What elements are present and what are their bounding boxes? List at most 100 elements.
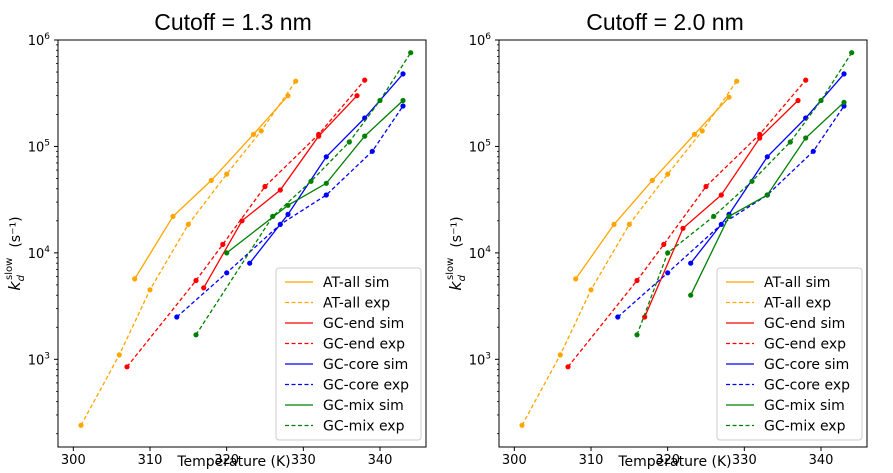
data-point-at-all-sim bbox=[726, 94, 732, 100]
x-tick-label: 300 bbox=[61, 453, 86, 468]
legend-label-at-all-exp: AT-all exp bbox=[323, 296, 390, 312]
data-point-at-all-exp bbox=[588, 287, 594, 293]
data-point-gc-end-sim bbox=[239, 218, 245, 224]
data-point-gc-core-exp bbox=[323, 192, 329, 198]
data-point-gc-core-exp bbox=[174, 314, 180, 320]
data-point-gc-mix-exp bbox=[408, 50, 414, 56]
data-point-gc-end-exp bbox=[193, 277, 199, 284]
legend-label-gc-end-sim: GC-end sim bbox=[323, 316, 404, 332]
x-tick-label: 310 bbox=[138, 453, 163, 468]
data-point-gc-core-sim bbox=[362, 115, 368, 121]
x-tick-label: 340 bbox=[809, 453, 834, 468]
data-point-gc-core-exp bbox=[841, 103, 847, 109]
data-point-gc-mix-exp bbox=[749, 178, 755, 184]
data-point-gc-core-exp bbox=[810, 148, 816, 154]
y-tick-label: 104 bbox=[28, 245, 51, 262]
data-point-gc-core-sim bbox=[285, 211, 291, 217]
x-tick-label: 330 bbox=[732, 453, 757, 468]
legend-label-gc-mix-sim: GC-mix sim bbox=[323, 398, 404, 414]
data-point-gc-mix-exp bbox=[270, 213, 276, 219]
data-point-at-all-exp bbox=[78, 422, 84, 428]
legend-label-at-all-sim: AT-all sim bbox=[323, 275, 389, 291]
data-point-gc-core-sim bbox=[688, 260, 694, 266]
series-line-gc-mix-sim bbox=[226, 100, 404, 254]
data-point-at-all-sim bbox=[132, 276, 138, 282]
data-point-gc-mix-exp bbox=[711, 213, 717, 219]
data-point-at-all-exp bbox=[557, 352, 563, 358]
legend: AT-all sim AT-all exp GC-end sim GC-end exp… bbox=[275, 267, 422, 441]
data-point-gc-core-sim bbox=[841, 71, 847, 77]
legend-label-at-all-exp: AT-all exp bbox=[764, 296, 831, 312]
y-tick-label: 103 bbox=[28, 351, 50, 368]
data-point-gc-mix-exp bbox=[665, 250, 671, 256]
data-point-gc-end-exp bbox=[362, 77, 368, 83]
legend-label-gc-mix-exp: GC-mix exp bbox=[323, 419, 405, 435]
data-point-gc-end-exp bbox=[703, 183, 709, 190]
series-line-gc-core-exp bbox=[176, 105, 404, 318]
data-point-gc-mix-exp bbox=[193, 332, 199, 338]
data-point-at-all-sim bbox=[573, 276, 579, 282]
data-point-gc-mix-sim bbox=[362, 133, 368, 139]
data-point-at-all-exp bbox=[258, 128, 264, 134]
chart-panel-1: Cutoff = 1.3 nm 300 310 320 330 340 103 104 105 1… bbox=[4, 9, 427, 470]
data-point-at-all-exp bbox=[734, 78, 740, 84]
data-point-gc-mix-sim bbox=[764, 192, 770, 198]
data-point-gc-mix-sim bbox=[323, 180, 329, 186]
data-point-gc-end-exp bbox=[803, 77, 809, 83]
data-point-gc-end-exp bbox=[661, 241, 667, 247]
y-axis-label: kdslow(s⁻¹) bbox=[4, 216, 27, 290]
series-line-gc-core-exp bbox=[617, 105, 845, 318]
series-line-at-all-exp bbox=[521, 80, 738, 426]
y-tick-label: 106 bbox=[28, 32, 51, 49]
data-point-at-all-exp bbox=[224, 171, 230, 177]
data-point-gc-mix-exp bbox=[787, 139, 793, 145]
data-point-gc-end-exp bbox=[220, 241, 226, 247]
y-axis-label: kdslow(s⁻¹) bbox=[445, 216, 468, 290]
data-point-gc-end-exp bbox=[316, 131, 322, 137]
data-point-gc-end-sim bbox=[277, 187, 283, 193]
data-point-gc-core-exp bbox=[277, 221, 283, 227]
data-point-gc-core-exp bbox=[224, 270, 230, 276]
data-point-gc-mix-exp bbox=[308, 178, 314, 184]
x-tick-label: 300 bbox=[502, 453, 527, 468]
x-tick-label: 320 bbox=[214, 453, 239, 468]
data-point-gc-end-sim bbox=[680, 225, 686, 231]
legend-label-gc-core-exp: GC-core exp bbox=[764, 378, 850, 394]
data-point-gc-core-exp bbox=[665, 270, 671, 276]
data-point-at-all-sim bbox=[170, 213, 176, 219]
data-point-gc-end-exp bbox=[634, 277, 640, 284]
data-point-at-all-exp bbox=[293, 78, 299, 84]
series-line-at-all-exp bbox=[80, 80, 297, 426]
data-point-gc-mix-exp bbox=[634, 332, 640, 338]
data-point-gc-core-exp bbox=[615, 314, 621, 320]
data-point-gc-mix-sim bbox=[841, 99, 847, 105]
data-point-gc-end-sim bbox=[718, 192, 724, 198]
data-point-gc-core-exp bbox=[718, 221, 724, 227]
data-point-gc-end-sim bbox=[795, 97, 801, 104]
data-point-gc-end-sim bbox=[757, 135, 763, 141]
chart-panel-2: Cutoff = 2.0 nm 300 310 320 330 340 103 104 105 1… bbox=[445, 9, 868, 470]
x-tick-label: 330 bbox=[291, 453, 316, 468]
series-line-gc-end-exp bbox=[567, 79, 807, 368]
data-point-gc-mix-sim bbox=[224, 250, 230, 256]
legend-label-gc-mix-sim: GC-mix sim bbox=[764, 398, 845, 414]
series-line-gc-end-exp bbox=[126, 79, 366, 368]
legend-label-gc-end-sim: GC-end sim bbox=[764, 316, 845, 332]
y-tick-label: 104 bbox=[469, 245, 492, 262]
data-point-gc-end-sim bbox=[201, 285, 207, 291]
data-point-gc-core-sim bbox=[400, 71, 406, 77]
plot-area bbox=[78, 50, 414, 428]
data-point-gc-core-exp bbox=[369, 148, 375, 154]
x-tick-label: 340 bbox=[368, 453, 393, 468]
y-tick-label: 105 bbox=[469, 138, 491, 155]
legend-label-gc-core-exp: GC-core exp bbox=[323, 378, 409, 394]
data-point-at-all-exp bbox=[116, 352, 122, 358]
data-point-gc-core-sim bbox=[764, 154, 770, 160]
data-point-gc-end-sim bbox=[354, 93, 360, 99]
data-point-gc-mix-sim bbox=[400, 97, 406, 104]
x-tick-label: 310 bbox=[579, 453, 604, 468]
data-point-at-all-sim bbox=[649, 177, 655, 183]
x-axis-label: Temperature (K) bbox=[176, 454, 290, 470]
legend: AT-all sim AT-all exp GC-end sim GC-end exp… bbox=[716, 267, 863, 441]
